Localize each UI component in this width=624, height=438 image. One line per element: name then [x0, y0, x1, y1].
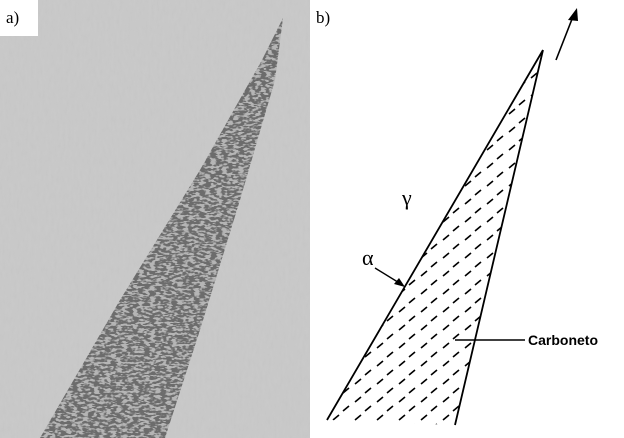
carbide-label: Carboneto	[528, 332, 598, 348]
arrow-head	[394, 278, 405, 287]
growth-arrow	[556, 14, 574, 60]
arrow-head	[568, 8, 578, 21]
schematic: b) γ α Carboneto	[316, 8, 598, 430]
figure: a) b) γ α Carboneto	[0, 0, 624, 438]
gamma-label: γ	[401, 185, 412, 210]
panel-label: b)	[316, 8, 330, 27]
panel-label: a)	[6, 8, 19, 27]
alpha-label: α	[362, 245, 374, 270]
micrograph: a)	[0, 0, 310, 438]
